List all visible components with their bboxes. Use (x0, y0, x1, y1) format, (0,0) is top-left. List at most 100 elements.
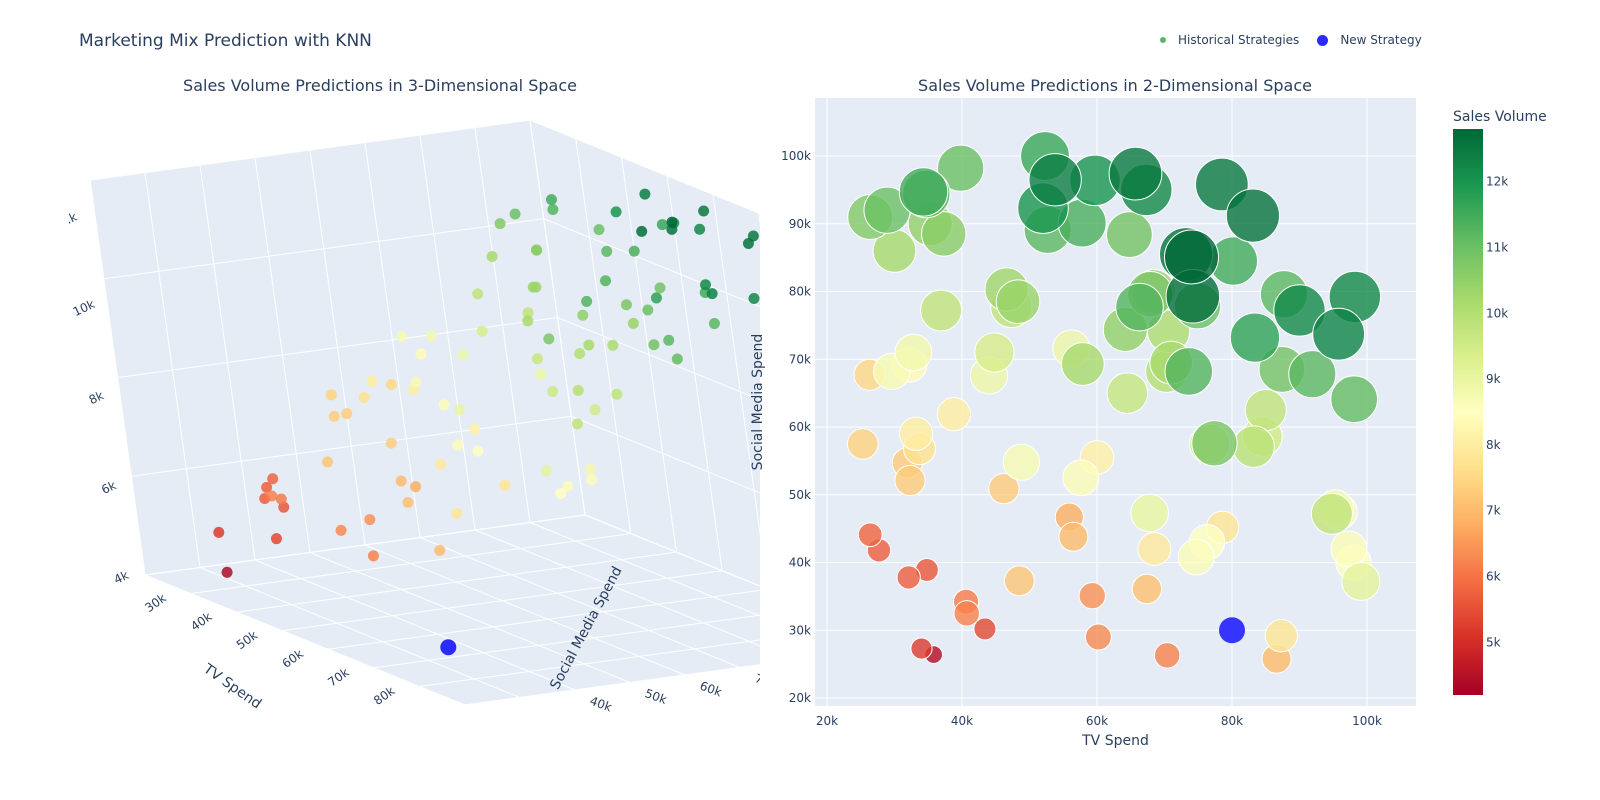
legend-marker-historical (1160, 37, 1166, 43)
historical-point-3d (328, 410, 340, 422)
historical-point-2d (1115, 282, 1164, 332)
historical-point-2d (953, 600, 980, 627)
historical-point-2d (1106, 211, 1153, 258)
historical-point-3d (522, 315, 534, 327)
historical-point-2d (1191, 420, 1238, 467)
historical-point-3d (574, 348, 586, 360)
historical-point-2d (853, 358, 886, 391)
historical-point-2d (1078, 582, 1106, 610)
y-tick-label: 60k (789, 420, 811, 434)
historical-point-2d (1057, 198, 1107, 248)
historical-point-3d (438, 399, 450, 411)
historical-point-2d (1164, 229, 1219, 285)
legend: Historical Strategies New Strategy (1160, 33, 1440, 47)
historical-point-2d (872, 228, 917, 273)
historical-point-3d (364, 514, 376, 526)
scatter-3d-plot[interactable]: 30k40k50k60k70k80k40k50k60k70k80k90k100k… (0, 0, 760, 800)
legend-item-historical[interactable]: Historical Strategies (1160, 33, 1299, 47)
legend-item-new[interactable]: New Strategy (1317, 33, 1422, 47)
colorbar-tick-label: 7k (1486, 504, 1501, 518)
historical-point-2d (1137, 532, 1172, 566)
grid-wall-z (131, 415, 572, 477)
historical-point-3d (607, 339, 619, 351)
historical-point-3d (454, 404, 466, 416)
subplot-title-3d: Sales Volume Predictions in 3-Dimensiona… (183, 76, 577, 95)
colorbar-tick-label: 11k (1486, 240, 1508, 254)
historical-point-3d (671, 353, 683, 365)
x-tick-label-3d: 30k (142, 591, 168, 615)
historical-point-2d (1335, 544, 1372, 581)
historical-point-2d (936, 396, 972, 432)
historical-point-3d (547, 204, 559, 216)
historical-point-2d (1028, 153, 1082, 207)
historical-point-2d (1264, 618, 1298, 653)
historical-point-2d (894, 464, 926, 497)
colorbar-title: Sales Volume (1453, 109, 1547, 125)
grid-wall-z2 (571, 415, 760, 494)
x-tick-label: 20k (816, 714, 838, 728)
historical-point-2d (1023, 205, 1072, 254)
historical-point-3d (583, 339, 595, 351)
historical-point-2d (894, 333, 933, 372)
historical-point-2d (910, 637, 933, 660)
historical-point-2d (1229, 312, 1281, 363)
historical-point-2d (1188, 523, 1226, 561)
historical-point-2d (1205, 510, 1240, 544)
plot-area-2d (815, 98, 1416, 706)
historical-point-3d (396, 330, 408, 342)
historical-point-2d (1102, 306, 1148, 352)
historical-point-2d (863, 186, 911, 234)
historical-point-3d (385, 379, 397, 391)
historical-point-3d (494, 218, 506, 230)
historical-point-2d (984, 267, 1029, 312)
historical-point-2d (1165, 268, 1221, 324)
historical-point-2d (907, 201, 953, 247)
historical-point-3d (434, 458, 446, 470)
historical-point-3d (571, 418, 583, 430)
historical-point-3d (547, 386, 559, 398)
historical-point-3d (434, 544, 446, 556)
historical-point-2d (898, 416, 934, 451)
grid-floor-social (309, 552, 631, 683)
historical-point-2d (1208, 236, 1259, 286)
grid-floor-social (419, 537, 741, 668)
historical-point-3d (395, 475, 407, 487)
historical-point-3d (627, 317, 639, 329)
historical-point-3d (666, 216, 678, 228)
historical-point-2d (1002, 443, 1041, 481)
historical-point-3d (593, 224, 605, 236)
historical-point-2d (1259, 270, 1309, 319)
y-tick-label-3d: 50k (643, 686, 669, 707)
historical-point-3d (415, 348, 427, 360)
historical-point-3d (531, 244, 543, 256)
historical-point-3d (694, 223, 706, 235)
historical-point-3d (650, 292, 662, 304)
historical-point-2d (1173, 282, 1222, 330)
historical-point-2d (1120, 163, 1173, 217)
grid-floor-social (144, 574, 466, 706)
historical-point-2d (857, 522, 883, 548)
historical-point-2d (1146, 309, 1191, 354)
historical-point-2d (1320, 493, 1358, 531)
historical-point-2d (969, 356, 1009, 395)
historical-point-3d (581, 295, 593, 307)
legend-marker-new (1317, 34, 1329, 46)
historical-point-2d (1058, 521, 1089, 552)
historical-point-2d (1244, 389, 1287, 432)
historical-point-3d (472, 445, 484, 457)
grid-floor-social (199, 567, 521, 698)
z-tick-label-3d: 10k (71, 297, 97, 319)
historical-point-2d (1131, 573, 1163, 605)
historical-point-2d (1261, 643, 1292, 674)
x-tick-label-3d: 40k (188, 609, 214, 633)
historical-point-3d (589, 404, 601, 416)
historical-point-3d (509, 208, 521, 220)
historical-point-2d (902, 432, 936, 466)
historical-point-3d (708, 318, 720, 330)
historical-point-3d (266, 490, 278, 502)
grid-floor-social (254, 559, 576, 691)
grid-wall-z (103, 218, 544, 280)
historical-point-3d (469, 423, 481, 435)
historical-point-2d (847, 194, 894, 240)
historical-point-2d (898, 167, 949, 217)
